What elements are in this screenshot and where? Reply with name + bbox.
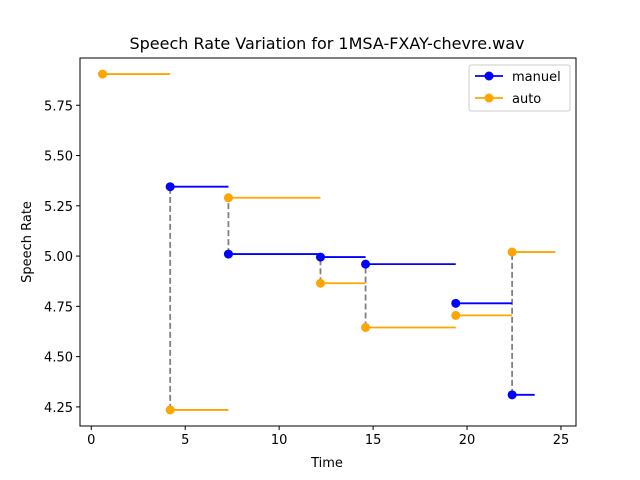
legend-label-auto: auto [512,92,541,107]
series-auto-point-4 [361,322,371,332]
series-manuel-point-5 [507,390,517,400]
legend-label-manuel: manuel [512,70,561,85]
series-manuel-point-3 [361,259,371,269]
y-axis-label: Speech Rate [20,201,35,283]
x-tick-label-3: 15 [365,433,382,448]
x-axis-label: Time [310,456,343,471]
legend-marker-manuel [484,71,494,81]
y-tick-label-2: 4.75 [44,300,73,315]
y-tick-label-6: 5.75 [44,99,73,114]
x-tick-label-1: 5 [181,433,189,448]
series-manuel-point-0 [165,182,175,192]
y-tick-label-3: 5.00 [44,250,73,265]
x-tick-label-4: 20 [459,433,476,448]
x-tick-label-5: 25 [553,433,570,448]
y-tick-label-1: 4.50 [44,351,73,366]
series-auto-point-6 [507,247,517,257]
x-tick-label-0: 0 [87,433,95,448]
series-manuel-point-4 [451,298,461,308]
series-auto-point-0 [98,69,108,79]
chart-title: Speech Rate Variation for 1MSA-FXAY-chev… [129,34,524,53]
series-manuel-point-2 [315,252,325,262]
legend: manuel auto [468,64,571,112]
series-auto-point-3 [315,278,325,288]
y-tick-label-0: 4.25 [44,401,73,416]
plot-area [98,69,556,415]
y-tick-label-5: 5.50 [44,150,73,165]
series-auto-point-5 [451,310,461,320]
series-auto-point-1 [165,405,175,415]
legend-marker-auto [484,93,494,103]
series-manuel-point-1 [223,249,233,259]
x-tick-label-2: 10 [271,433,288,448]
y-tick-label-4: 5.25 [44,200,73,215]
series-auto-point-2 [223,193,233,203]
axes-frame [79,57,577,427]
